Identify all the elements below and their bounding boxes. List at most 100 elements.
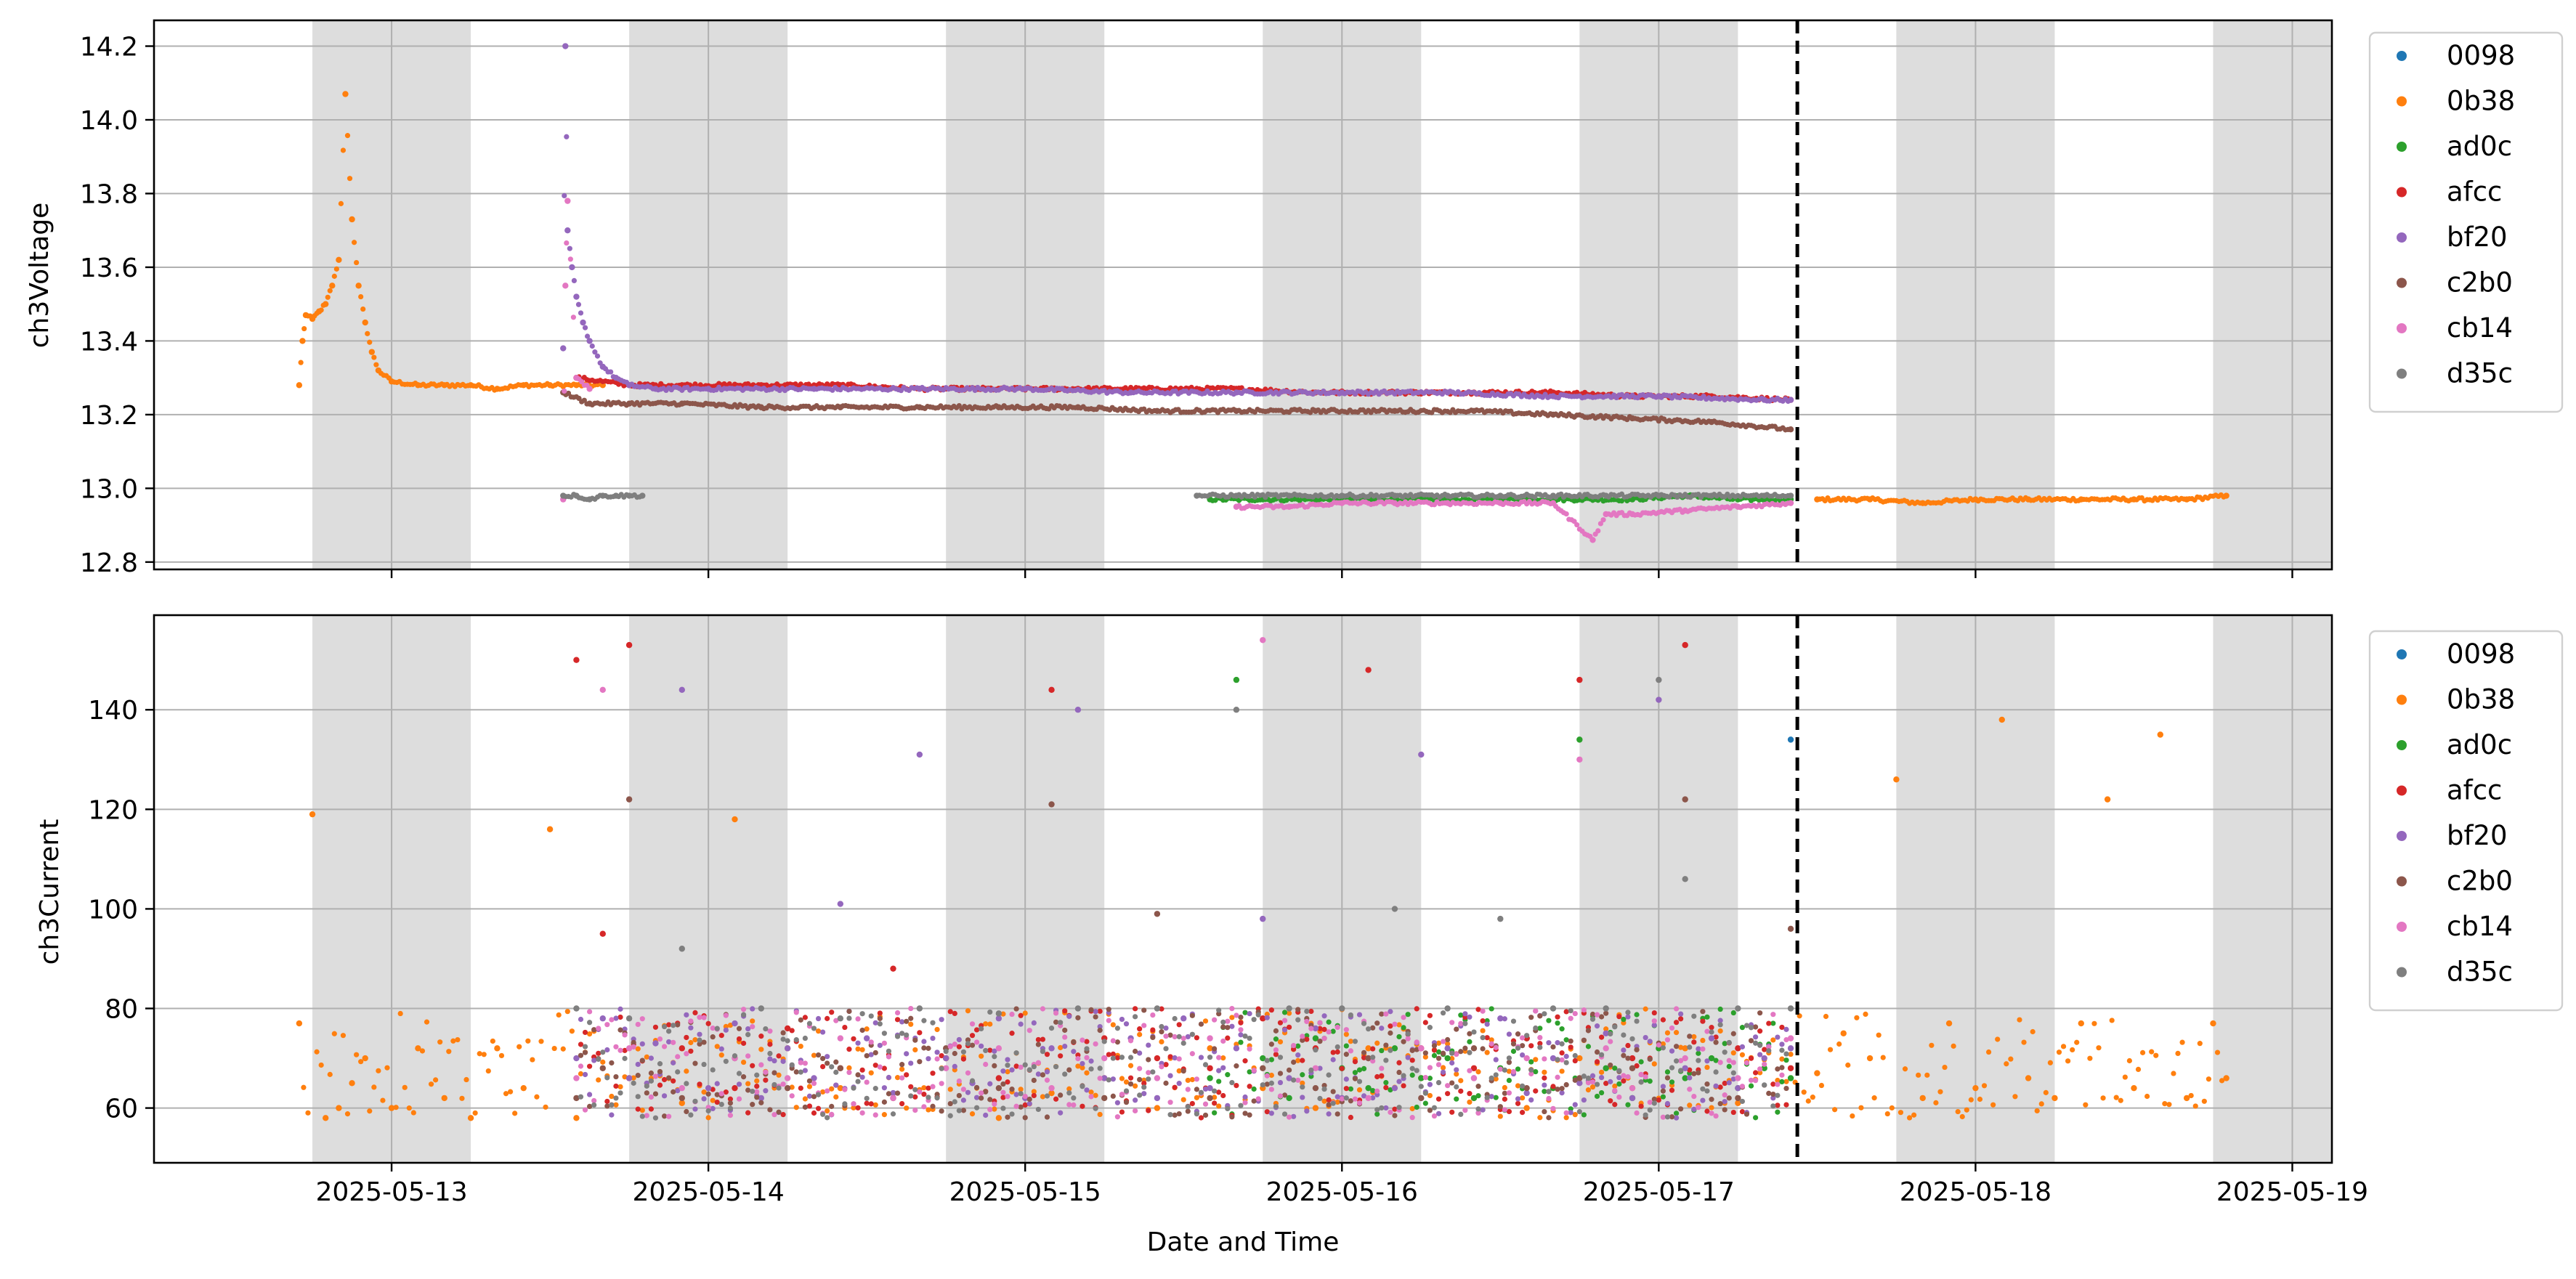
data-point: [1088, 1007, 1094, 1012]
data-point: [1133, 1014, 1138, 1020]
data-point: [1779, 1047, 1785, 1053]
data-point: [1814, 1070, 1820, 1076]
data-point: [1348, 1114, 1353, 1121]
data-point: [1589, 1084, 1596, 1090]
data-point: [1207, 1045, 1213, 1052]
data-point: [798, 1085, 803, 1091]
data-point: [825, 1088, 830, 1094]
data-point: [1519, 1083, 1526, 1089]
data-point: [947, 1087, 953, 1092]
data-point: [336, 256, 342, 263]
data-point: [1137, 1092, 1143, 1098]
data-point: [1313, 1047, 1319, 1053]
data-point: [1597, 521, 1603, 527]
data-point: [930, 1035, 936, 1042]
data-point: [1277, 1039, 1284, 1045]
data-point: [684, 1034, 689, 1041]
data-point: [2047, 1060, 2053, 1065]
data-point: [1678, 1106, 1684, 1112]
data-point: [745, 1087, 751, 1093]
data-point: [1664, 1100, 1671, 1107]
data-point: [1308, 1067, 1314, 1073]
data-point: [679, 1095, 685, 1102]
data-point: [562, 192, 567, 199]
data-point: [1212, 1110, 1218, 1116]
data-point: [1572, 1010, 1578, 1017]
data-point: [1431, 1052, 1438, 1058]
data-point: [864, 1079, 870, 1085]
data-point: [1467, 1091, 1473, 1097]
data-point: [1374, 1107, 1380, 1113]
data-point: [855, 1046, 861, 1052]
data-point: [2065, 1058, 2071, 1064]
data-point: [750, 1018, 756, 1024]
data-point: [1656, 697, 1662, 703]
data-point: [1009, 1067, 1015, 1073]
data-point: [2171, 1071, 2176, 1076]
data-point: [904, 1051, 910, 1057]
data-point: [1366, 1026, 1372, 1032]
data-point: [459, 1095, 465, 1101]
data-point: [806, 1020, 813, 1026]
data-point: [1137, 1026, 1143, 1032]
data-point: [1955, 1108, 1961, 1115]
data-point: [679, 1100, 685, 1106]
data-point: [1000, 1089, 1006, 1095]
data-point: [1775, 1103, 1781, 1108]
data-point: [1361, 1020, 1367, 1026]
data-point: [1775, 1034, 1781, 1040]
data-point: [1370, 1058, 1376, 1064]
data-point: [1374, 1092, 1380, 1097]
data-point: [1018, 1104, 1024, 1110]
data-point: [1653, 394, 1659, 400]
data-point: [965, 1089, 971, 1095]
data-point: [815, 1028, 822, 1034]
data-point: [983, 1047, 989, 1054]
data-point: [1528, 1067, 1534, 1073]
data-point: [780, 1030, 786, 1036]
data-point: [625, 1015, 633, 1022]
data-point: [657, 1068, 663, 1075]
data-point: [1072, 405, 1078, 410]
data-point: [1300, 1080, 1305, 1086]
data-point: [1510, 1068, 1517, 1075]
data-point: [1612, 1102, 1618, 1108]
data-point: [565, 390, 572, 397]
data-point: [1013, 1103, 1019, 1109]
data-point: [1462, 1011, 1468, 1017]
data-point: [973, 1027, 980, 1033]
data-point: [1071, 1095, 1077, 1101]
data-point: [575, 301, 582, 307]
data-point: [1150, 1012, 1156, 1018]
data-point: [1470, 1065, 1478, 1071]
data-point: [327, 288, 333, 293]
data-point: [581, 397, 587, 403]
data-point: [1480, 1035, 1486, 1041]
data-point: [1515, 1096, 1521, 1102]
data-point: [573, 1055, 580, 1062]
data-point: [1414, 1039, 1419, 1045]
data-point: [1691, 1013, 1697, 1019]
data-point: [1409, 1115, 1415, 1121]
data-point: [916, 1005, 923, 1012]
data-point: [2091, 1020, 2097, 1026]
legend-marker: [2397, 649, 2407, 659]
data-point: [1431, 1047, 1438, 1053]
data-point: [789, 1028, 795, 1034]
data-point: [2139, 1049, 2146, 1055]
data-point: [1733, 503, 1738, 508]
data-point: [1629, 1036, 1635, 1042]
data-point: [1458, 1049, 1464, 1055]
data-point: [578, 1016, 584, 1023]
data-point: [1664, 1114, 1671, 1120]
data-point: [587, 1031, 593, 1037]
data-point: [1629, 1084, 1636, 1092]
data-point: [1550, 1055, 1557, 1062]
data-point: [784, 1075, 791, 1081]
data-point: [877, 1010, 883, 1016]
data-point: [701, 1096, 707, 1102]
data-point: [1660, 1088, 1666, 1094]
data-point: [1752, 1078, 1759, 1084]
data-point: [1133, 1083, 1138, 1089]
data-point: [1031, 1092, 1037, 1099]
